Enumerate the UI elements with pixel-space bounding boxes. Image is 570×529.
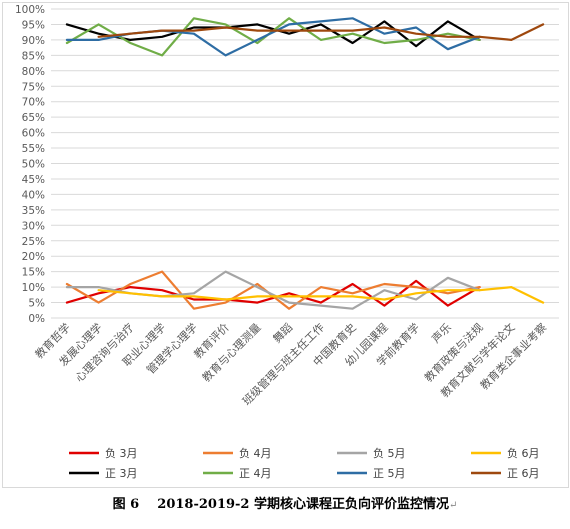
y-tick-label: 45% — [22, 174, 45, 186]
legend-label: 负 3月 — [105, 446, 138, 460]
series-line — [65, 270, 481, 310]
y-tick-label: 0% — [28, 313, 45, 325]
x-tick-label: 舞蹈 — [270, 321, 295, 346]
series-line — [97, 23, 545, 41]
series-line — [65, 17, 481, 57]
y-tick-label: 75% — [22, 81, 45, 93]
legend: 负 3月 负 4月 负 5月 负 6月正 3月 正 4月 正 5月 正 6月 — [69, 446, 540, 480]
chart-frame: 0% 5% 10% 15% 20% 25% 30% 35% 40% 45% 50% 55% 60% 65%… — [2, 2, 569, 488]
x-tick-label: 声乐 — [429, 320, 454, 345]
series-line — [65, 20, 481, 48]
gridlines — [51, 8, 559, 319]
series-line — [65, 17, 481, 57]
legend-label: 正 6月 — [507, 467, 540, 480]
y-tick-label: 85% — [22, 50, 45, 62]
y-tick-label: 25% — [22, 236, 45, 248]
y-tick-label: 20% — [22, 251, 45, 263]
figure-caption: 图 6 2018-2019-2 学期核心课程正负向评价监控情况↵ — [0, 493, 570, 512]
y-tick-label: 40% — [22, 189, 45, 201]
paragraph-mark: ↵ — [449, 500, 458, 511]
series-line — [65, 270, 481, 310]
legend-label: 负 6月 — [507, 446, 540, 460]
y-axis-ticks: 0% 5% 10% 15% 20% 25% 30% 35% 40% 45% 50% 55% 60% 65%… — [15, 4, 45, 325]
series-lines — [65, 17, 545, 310]
y-tick-label: 5% — [28, 298, 45, 310]
legend-label: 负 4月 — [239, 446, 272, 460]
legend-label: 正 3月 — [105, 467, 138, 480]
y-tick-label: 10% — [22, 282, 45, 294]
legend-label: 正 4月 — [239, 467, 272, 480]
y-tick-label: 15% — [22, 267, 45, 279]
y-tick-label: 60% — [22, 128, 45, 140]
y-tick-label: 100% — [15, 4, 45, 16]
figure-number: 图 6 — [112, 497, 140, 512]
legend-label: 负 5月 — [373, 446, 406, 460]
y-tick-label: 95% — [22, 19, 45, 31]
y-tick-label: 90% — [22, 35, 45, 47]
line-chart: 0% 5% 10% 15% 20% 25% 30% 35% 40% 45% 50% 55% 60% 65%… — [15, 4, 559, 480]
y-tick-label: 50% — [22, 159, 45, 171]
series-line — [97, 286, 545, 304]
series-line — [65, 279, 481, 307]
figure-title: 2018-2019-2 学期核心课程正负向评价监控情况 — [157, 497, 450, 512]
y-tick-label: 80% — [22, 66, 45, 78]
y-tick-label: 30% — [22, 220, 45, 232]
y-tick-label: 55% — [22, 143, 45, 155]
y-tick-label: 70% — [22, 97, 45, 109]
y-tick-label: 35% — [22, 205, 45, 217]
y-tick-label: 65% — [22, 112, 45, 124]
legend-label: 正 5月 — [373, 467, 406, 480]
